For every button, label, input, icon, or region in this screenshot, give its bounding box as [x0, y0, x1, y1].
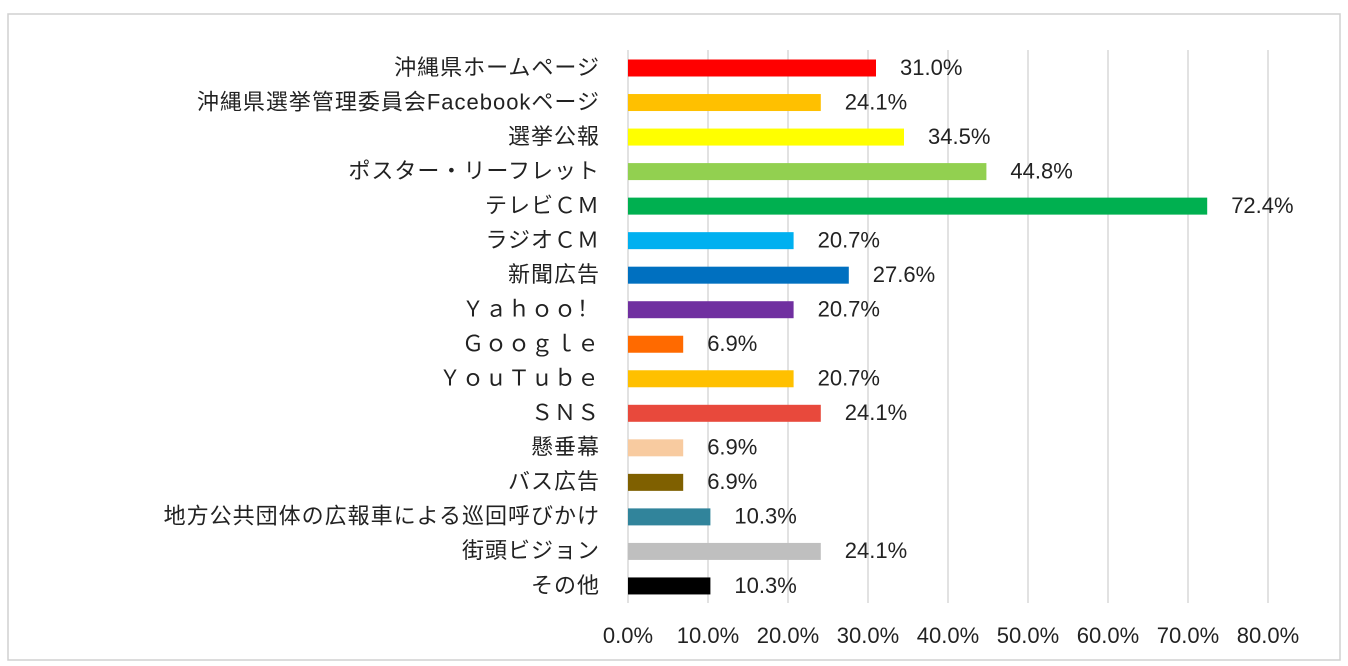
value-label: 31.0%: [900, 55, 962, 80]
x-tick-label: 50.0%: [997, 623, 1059, 648]
value-label: 20.7%: [818, 227, 880, 252]
x-tick-label: 60.0%: [1077, 623, 1139, 648]
bar: [628, 94, 821, 112]
y-tick-label: ＹｏｕＴｕｂｅ: [439, 366, 600, 391]
value-label: 72.4%: [1231, 193, 1293, 218]
bar: [628, 232, 794, 250]
y-tick-label: Ｙａｈｏｏ！: [462, 297, 600, 322]
value-label: 24.1%: [845, 89, 907, 114]
x-tick-label: 70.0%: [1157, 623, 1219, 648]
value-label: 24.1%: [845, 400, 907, 425]
bar: [628, 370, 794, 388]
y-tick-label: Ｇｏｏｇｌｅ: [462, 331, 600, 356]
bar: [628, 197, 1208, 215]
x-tick-label: 20.0%: [757, 623, 819, 648]
value-label: 10.3%: [734, 573, 796, 598]
x-tick-label: 10.0%: [677, 623, 739, 648]
bar: [628, 301, 794, 319]
bar: [628, 59, 876, 77]
y-tick-label: 沖縄県選挙管理委員会Facebookページ: [197, 89, 600, 114]
value-label: 6.9%: [707, 469, 757, 494]
x-tick-label: 80.0%: [1237, 623, 1299, 648]
bar: [628, 335, 684, 353]
bar: [628, 439, 684, 457]
bar: [628, 577, 711, 595]
value-label: 24.1%: [845, 538, 907, 563]
y-tick-label: 懸垂幕: [531, 435, 600, 460]
bar: [628, 473, 684, 491]
value-label: 6.9%: [707, 331, 757, 356]
y-tick-label: 地方公共団体の広報車による巡回呼びかけ: [164, 504, 600, 529]
value-label: 20.7%: [818, 366, 880, 391]
y-tick-label: テレビＣＭ: [485, 193, 600, 218]
value-label: 20.7%: [818, 297, 880, 322]
x-tick-label: 30.0%: [837, 623, 899, 648]
y-tick-label: 沖縄県ホームページ: [394, 55, 600, 80]
y-tick-label: ＳＮＳ: [531, 400, 600, 425]
y-tick-label: バス広告: [508, 469, 600, 494]
y-tick-label: 選挙公報: [508, 124, 600, 149]
y-tick-label: ラジオＣＭ: [485, 227, 600, 252]
value-label: 27.6%: [873, 262, 935, 287]
y-tick-label: 新聞広告: [508, 262, 600, 287]
bar: [628, 128, 904, 146]
value-label: 10.3%: [734, 504, 796, 529]
x-tick-label: 0.0%: [603, 623, 653, 648]
x-tick-label: 40.0%: [917, 623, 979, 648]
value-label: 44.8%: [1010, 158, 1072, 183]
bar: [628, 404, 821, 422]
bar: [628, 266, 849, 284]
bar: [628, 163, 987, 181]
y-tick-label: ポスター・リーフレット: [348, 158, 600, 183]
y-tick-label: その他: [531, 573, 600, 598]
bar: [628, 508, 711, 526]
value-label: 34.5%: [928, 124, 990, 149]
bar: [628, 542, 821, 560]
value-label: 6.9%: [707, 435, 757, 460]
y-tick-label: 街頭ビジョン: [462, 538, 600, 563]
